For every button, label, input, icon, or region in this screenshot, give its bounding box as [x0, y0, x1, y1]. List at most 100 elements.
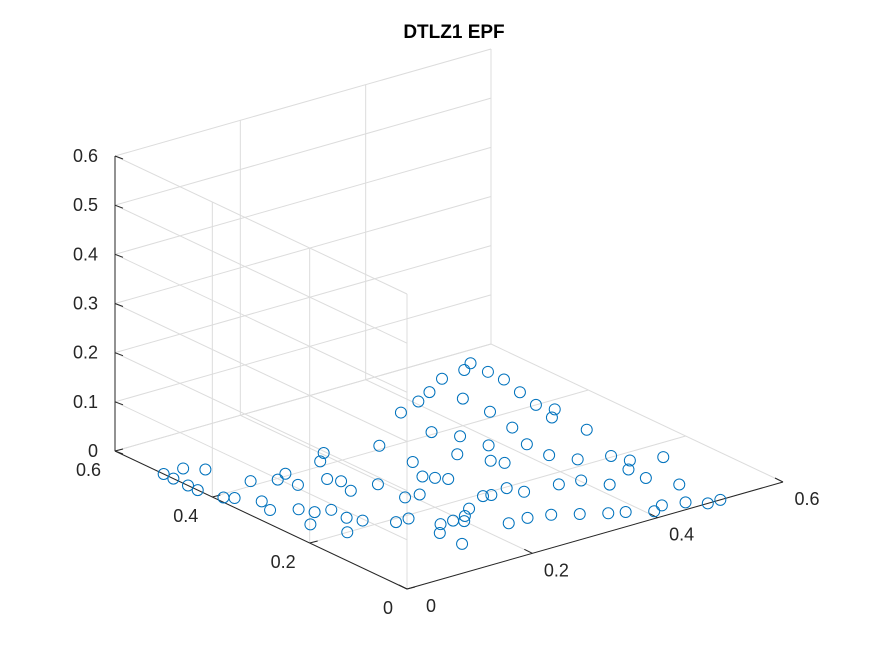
data-point	[485, 488, 498, 501]
data-point	[545, 411, 558, 424]
floor-grid-line-x	[365, 379, 658, 519]
data-point	[580, 423, 593, 436]
floor-grid-line-y	[212, 389, 589, 498]
data-point	[464, 357, 477, 370]
right-wall-grid-line-z	[114, 196, 492, 304]
data-point	[506, 421, 519, 434]
data-point	[167, 472, 180, 485]
left-wall-grid-line-z	[114, 253, 408, 393]
data-point	[157, 468, 170, 480]
data-point	[308, 506, 321, 519]
data-point	[356, 514, 369, 527]
data-point	[502, 517, 515, 530]
data-point	[521, 511, 534, 524]
z-tick-label: 0.4	[73, 244, 98, 264]
data-point	[518, 485, 531, 498]
data-point	[520, 438, 533, 451]
data-point	[425, 426, 438, 439]
y-tick-mark	[212, 494, 221, 498]
y-tick-label: 0.4	[173, 506, 198, 526]
z-tick-mark	[114, 352, 124, 357]
data-point	[679, 496, 692, 509]
right-wall-grid-line-z	[114, 48, 492, 157]
data-point	[603, 478, 616, 491]
right-wall-grid-line-z	[114, 343, 492, 452]
data-point	[463, 502, 476, 515]
right-wall-grid-line-z	[114, 146, 492, 255]
data-point	[482, 439, 495, 452]
data-point	[477, 490, 489, 503]
data-point	[371, 478, 384, 491]
data-point	[394, 406, 407, 419]
x-tick-mark	[398, 584, 408, 590]
data-point	[622, 463, 635, 476]
tick-labels: 00.20.40.600.20.40.600.10.20.30.40.50.6	[73, 146, 820, 618]
data-point	[454, 430, 467, 443]
data-point	[436, 372, 448, 385]
y-tick-mark	[406, 586, 416, 590]
data-point	[529, 398, 542, 411]
z-tick-label: 0.3	[73, 294, 98, 314]
data-point	[228, 492, 241, 505]
data-point	[500, 482, 513, 495]
data-point	[701, 497, 714, 510]
data-point	[648, 505, 661, 518]
z-tick-mark	[114, 155, 124, 160]
data-point	[571, 453, 584, 466]
z-tick-mark	[114, 450, 124, 455]
data-point	[573, 508, 586, 521]
data-point	[317, 447, 330, 459]
right-wall-grid-line-z	[114, 294, 492, 403]
grid-lines	[114, 48, 784, 590]
data-point	[458, 515, 471, 528]
data-point	[545, 508, 558, 521]
data-point	[279, 467, 292, 480]
data-point	[451, 448, 464, 461]
y-axis-line	[114, 450, 408, 590]
data-point	[399, 491, 412, 504]
data-point	[321, 473, 334, 486]
data-point	[456, 537, 469, 550]
z-tick-label: 0.5	[73, 195, 98, 215]
x-tick-label: 0.6	[794, 489, 819, 509]
data-point	[481, 365, 494, 378]
data-point	[434, 518, 447, 531]
data-point	[182, 479, 194, 492]
data-point	[458, 510, 471, 523]
z-tick-mark	[114, 204, 124, 209]
data-point	[447, 514, 460, 527]
z-tick-mark	[114, 401, 124, 406]
data-point	[335, 475, 348, 488]
data-point	[341, 526, 354, 539]
left-wall-grid-line-z	[114, 352, 408, 492]
data-point	[314, 455, 327, 468]
z-tick-mark	[114, 253, 124, 258]
data-point	[623, 454, 636, 467]
y-tick-label: 0.2	[271, 552, 296, 572]
data-point	[552, 478, 565, 491]
data-point	[344, 484, 357, 497]
data-point	[484, 405, 496, 418]
data-point	[373, 439, 386, 452]
z-tick-label: 0	[88, 441, 98, 461]
data-point	[304, 518, 317, 531]
data-point	[498, 456, 511, 469]
data-point	[177, 462, 190, 475]
data-point	[639, 472, 652, 485]
y-tick-label: 0	[383, 598, 393, 618]
data-point	[255, 495, 268, 508]
y-tick-mark	[309, 540, 318, 544]
floor-grid-line-y	[309, 435, 686, 544]
data-point	[429, 471, 441, 484]
floor-grid-line-x	[490, 343, 784, 483]
x-tick-label: 0	[426, 596, 436, 616]
data-point	[484, 454, 497, 467]
data-point	[325, 503, 338, 516]
data-point	[413, 488, 426, 501]
x-tick-mark	[774, 477, 784, 483]
data-point	[406, 456, 419, 469]
data-point	[602, 507, 615, 520]
y-tick-label: 0.6	[76, 460, 101, 480]
data-point	[619, 506, 632, 519]
